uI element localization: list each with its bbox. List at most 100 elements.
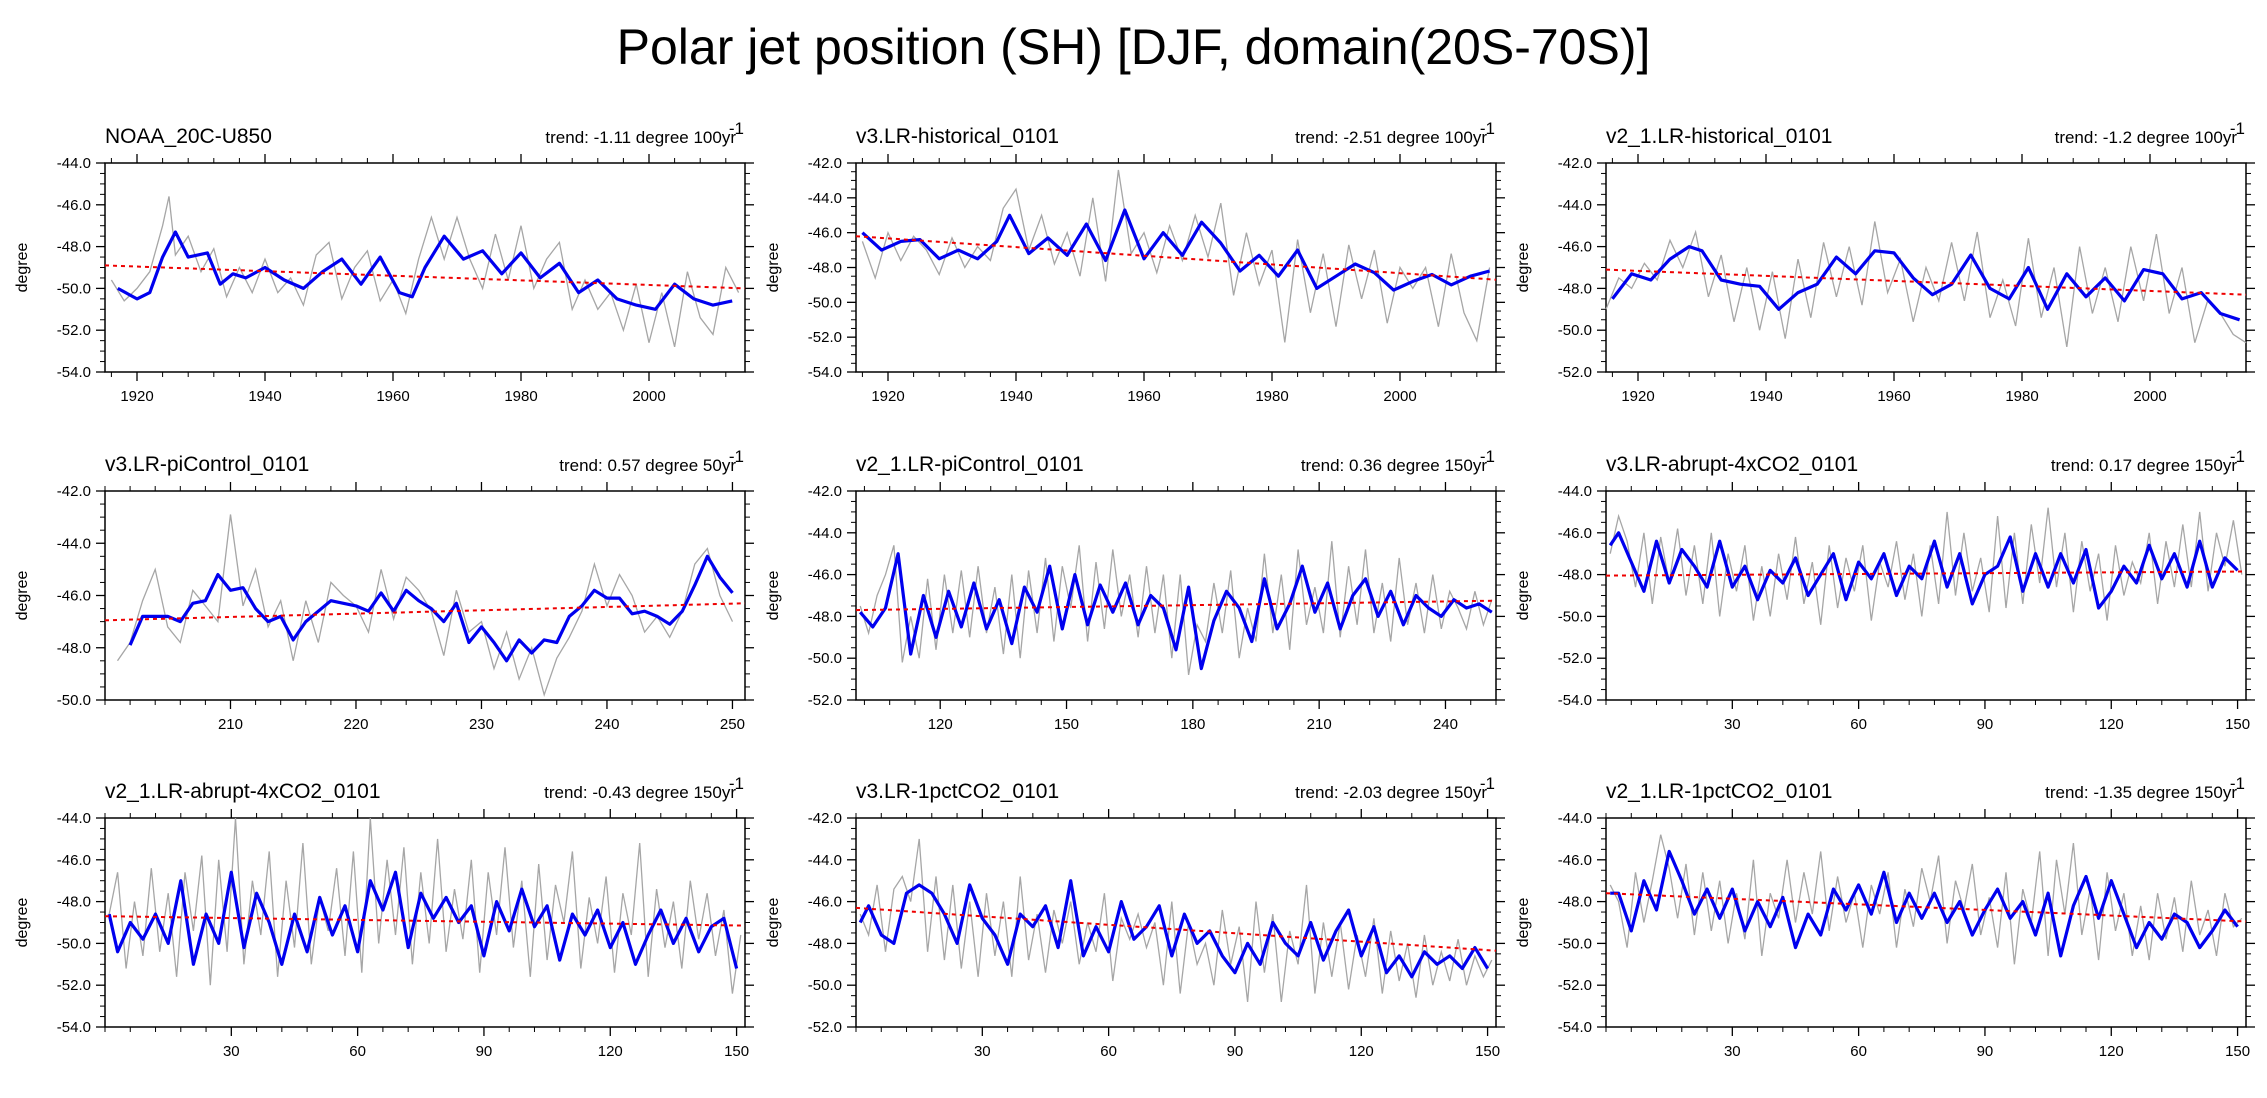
y-tick-label: -44.0 bbox=[57, 810, 91, 827]
trend-label: trend: -0.43 degree 150yr bbox=[544, 783, 736, 802]
trend-series-line bbox=[855, 599, 1497, 612]
y-tick-label: -54.0 bbox=[808, 364, 842, 381]
trend-superscript: -1 bbox=[2230, 447, 2245, 466]
x-tick-label: 1940 bbox=[999, 388, 1032, 405]
smoothed-series-line bbox=[861, 208, 1491, 292]
chart-panel: -54.0 -52.0 -50.0 -48.0 -46.0 -44.0 30 60 90 120 1… bbox=[14, 774, 754, 1060]
y-tick-label: -42.0 bbox=[1558, 155, 1592, 172]
y-tick-label: -52.0 bbox=[1558, 977, 1592, 994]
x-tick-label: 90 bbox=[1227, 1043, 1244, 1060]
y-tick-label: -50.0 bbox=[808, 650, 842, 667]
y-tick-label: -52.0 bbox=[57, 322, 91, 339]
x-tick-label: 150 bbox=[2225, 716, 2250, 733]
y-tick-label: -44.0 bbox=[57, 535, 91, 552]
x-tick-label: 1960 bbox=[1877, 388, 1910, 405]
y-tick-label: -46.0 bbox=[808, 567, 842, 584]
y-axis-label: degree bbox=[765, 897, 782, 947]
y-tick-label: -52.0 bbox=[57, 977, 91, 994]
x-tick-label: 180 bbox=[1180, 716, 1205, 733]
trend-superscript: -1 bbox=[1480, 447, 1495, 466]
trend-label: trend: 0.17 degree 150yr bbox=[2051, 456, 2238, 475]
raw-series-line bbox=[116, 514, 734, 698]
x-tick-label: 230 bbox=[469, 716, 494, 733]
trend-superscript: -1 bbox=[2230, 119, 2245, 138]
x-tick-label: 220 bbox=[343, 716, 368, 733]
x-tick-label: 1980 bbox=[504, 388, 537, 405]
chart-panel: -54.0 -52.0 -50.0 -48.0 -46.0 -44.0 30 60 90 120 1… bbox=[1515, 774, 2255, 1060]
smoothed-series-line bbox=[1608, 531, 2239, 610]
raw-series-line bbox=[859, 838, 1493, 1002]
x-tick-label: 1980 bbox=[1255, 388, 1288, 405]
trend-label: trend: 0.57 degree 50yr bbox=[559, 456, 736, 475]
y-axis-label: degree bbox=[765, 242, 782, 292]
smoothed-series-line bbox=[107, 870, 739, 969]
panel-title: v2_1.LR-abrupt-4xCO2_0101 bbox=[105, 780, 381, 803]
trend-label: trend: -1.2 degree 100yr bbox=[2055, 128, 2238, 147]
x-tick-label: 210 bbox=[1307, 716, 1332, 733]
x-tick-label: 150 bbox=[724, 1043, 749, 1060]
y-tick-label: -44.0 bbox=[1558, 197, 1592, 214]
trend-label: trend: -1.35 degree 150yr bbox=[2045, 783, 2237, 802]
trend-series-line bbox=[104, 915, 746, 927]
plot-frame bbox=[104, 490, 746, 701]
figure-title: Polar jet position (SH) [DJF, domain(20S… bbox=[616, 19, 1651, 75]
y-tick-label: -50.0 bbox=[1558, 608, 1592, 625]
smoothed-series-line bbox=[858, 879, 1489, 979]
raw-series-line bbox=[1605, 221, 2247, 348]
y-tick-label: -48.0 bbox=[808, 260, 842, 277]
panel-title: NOAA_20C-U850 bbox=[105, 125, 272, 148]
y-tick-label: -44.0 bbox=[808, 852, 842, 869]
y-tick-label: -48.0 bbox=[1558, 894, 1592, 911]
trend-series-line bbox=[1605, 268, 2247, 296]
trend-series-line bbox=[855, 235, 1497, 281]
y-axis-label: degree bbox=[1515, 570, 1532, 620]
y-tick-label: -46.0 bbox=[1558, 239, 1592, 256]
y-axis-label: degree bbox=[765, 570, 782, 620]
trend-label: trend: -2.51 degree 100yr bbox=[1295, 128, 1487, 147]
plot-frame bbox=[104, 817, 746, 1028]
y-axis-label: degree bbox=[14, 570, 31, 620]
y-tick-label: -46.0 bbox=[808, 225, 842, 242]
x-tick-label: 2000 bbox=[1383, 388, 1416, 405]
x-tick-label: 250 bbox=[720, 716, 745, 733]
x-tick-label: 2000 bbox=[2133, 388, 2166, 405]
panel-title: v2_1.LR-1pctCO2_0101 bbox=[1606, 780, 1832, 803]
y-tick-label: -54.0 bbox=[1558, 1019, 1592, 1036]
y-tick-label: -48.0 bbox=[57, 640, 91, 657]
y-tick-label: -42.0 bbox=[808, 810, 842, 827]
x-tick-label: 90 bbox=[1977, 716, 1994, 733]
y-tick-label: -44.0 bbox=[57, 155, 91, 172]
x-tick-label: 1920 bbox=[871, 388, 904, 405]
chart-panel: -54.0 -52.0 -50.0 -48.0 -46.0 -44.0 1920 1940 19… bbox=[14, 119, 754, 405]
x-tick-label: 120 bbox=[2099, 1043, 2124, 1060]
y-tick-label: -52.0 bbox=[808, 692, 842, 709]
raw-series-line bbox=[108, 817, 742, 994]
trend-label: trend: -2.03 degree 150yr bbox=[1295, 783, 1487, 802]
y-tick-label: -48.0 bbox=[57, 239, 91, 256]
y-tick-label: -50.0 bbox=[57, 280, 91, 297]
x-tick-label: 210 bbox=[218, 716, 243, 733]
y-tick-label: -46.0 bbox=[808, 894, 842, 911]
trend-label: trend: -1.11 degree 100yr bbox=[545, 128, 736, 147]
y-tick-label: -52.0 bbox=[808, 1019, 842, 1036]
panel-title: v3.LR-1pctCO2_0101 bbox=[856, 780, 1059, 803]
x-tick-label: 60 bbox=[349, 1043, 366, 1060]
x-tick-label: 30 bbox=[1724, 716, 1741, 733]
x-tick-label: 1920 bbox=[1621, 388, 1654, 405]
smoothed-series-line bbox=[117, 230, 733, 311]
y-tick-label: -44.0 bbox=[1558, 810, 1592, 827]
y-tick-label: -52.0 bbox=[808, 329, 842, 346]
x-tick-label: 120 bbox=[598, 1043, 623, 1060]
x-tick-label: 30 bbox=[223, 1043, 240, 1060]
x-tick-label: 60 bbox=[1100, 1043, 1117, 1060]
panel-title: v2_1.LR-historical_0101 bbox=[1606, 125, 1832, 148]
y-axis-label: degree bbox=[1515, 897, 1532, 947]
chart-panel: -52.0 -50.0 -48.0 -46.0 -44.0 -42.0 120 150 180 2… bbox=[765, 447, 1505, 733]
x-tick-label: 240 bbox=[1433, 716, 1458, 733]
chart-panel: -52.0 -50.0 -48.0 -46.0 -44.0 -42.0 1920 1940 19… bbox=[1515, 119, 2255, 405]
x-tick-label: 150 bbox=[1475, 1043, 1500, 1060]
x-tick-label: 2000 bbox=[632, 388, 665, 405]
y-tick-label: -50.0 bbox=[1558, 935, 1592, 952]
plot-frame bbox=[855, 490, 1497, 701]
